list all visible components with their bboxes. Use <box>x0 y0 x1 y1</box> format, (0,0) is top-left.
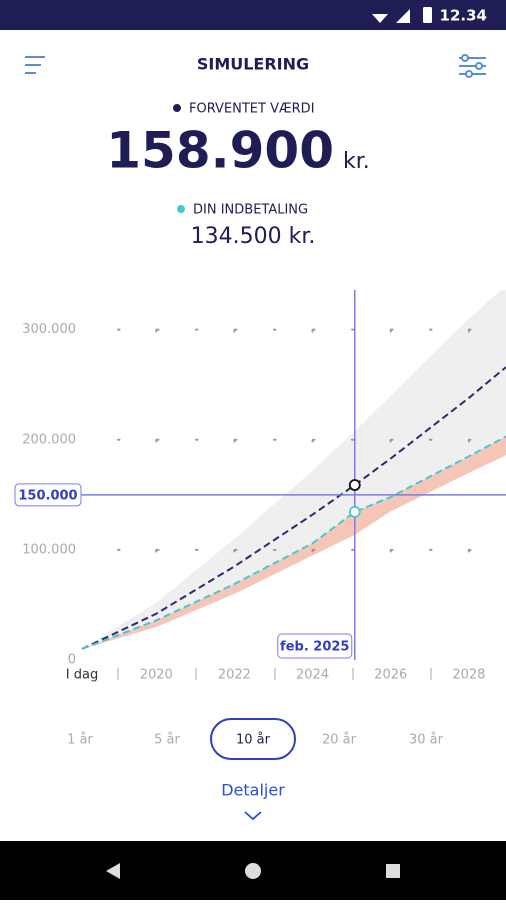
period-tab[interactable]: 20 år <box>322 733 357 748</box>
nav-home[interactable] <box>245 863 261 879</box>
nav-back[interactable] <box>106 863 120 879</box>
axis-separators <box>117 668 432 680</box>
expected-label: FORVENTET VÆRDI <box>189 102 315 117</box>
cursor-x-label: feb. 2025 <box>280 640 349 655</box>
range-band <box>82 290 506 649</box>
cursor-y-box <box>14 483 82 507</box>
status-bar <box>0 0 506 30</box>
cursor-point <box>348 479 361 491</box>
tab-selected-box <box>210 718 296 760</box>
x-tick-label: 2024 <box>296 668 329 683</box>
period-tab[interactable]: 30 år <box>409 733 444 748</box>
expected-dot <box>173 104 181 112</box>
details-label[interactable]: Detaljer <box>221 781 285 800</box>
menu-icon[interactable] <box>25 56 45 74</box>
period-tab[interactable]: 1 år <box>67 733 93 748</box>
x-tick-label: 2022 <box>218 668 251 683</box>
y-tick-label: 100.000 <box>22 542 76 557</box>
y-tick-label: 300.000 <box>22 322 76 337</box>
chart: 0 100.000 200.000 300.000 I dag 2020 2022 2024 2… <box>14 290 506 683</box>
payment-value: 134.500 kr. <box>191 224 316 249</box>
x-tick-label: I dag <box>66 668 98 683</box>
cursor-y-label: 150.000 <box>18 488 77 503</box>
period-tab[interactable]: 5 år <box>154 733 180 748</box>
filter-icon[interactable] <box>459 54 486 78</box>
expected-value: 158.900 <box>106 122 334 180</box>
y-tick-label: 0 <box>68 653 76 668</box>
header-title: SIMULERING <box>197 55 309 74</box>
period-tabs: 1 år 5 år 10 år 20 år 30 år <box>67 718 444 760</box>
line <box>81 435 506 650</box>
status-time: 12.34 <box>440 7 487 25</box>
y-tick-label: 200.000 <box>22 432 76 447</box>
x-tick-label: 2026 <box>374 668 407 683</box>
cursor-point <box>348 505 361 518</box>
payment-dot <box>177 205 185 213</box>
expected-unit: kr. <box>343 149 370 174</box>
nav-recent[interactable] <box>386 864 400 878</box>
payment-label: DIN INDBETALING <box>193 203 308 218</box>
details-chevron[interactable] <box>244 811 262 821</box>
x-tick-label: 2028 <box>452 668 485 683</box>
period-tab[interactable]: 10 år <box>236 733 271 748</box>
wifi-icon <box>372 14 388 23</box>
signal-icon <box>396 9 410 23</box>
battery-icon <box>423 7 432 23</box>
line <box>81 366 506 650</box>
cursor-x-box <box>277 633 353 659</box>
x-tick-label: 2020 <box>140 668 173 683</box>
